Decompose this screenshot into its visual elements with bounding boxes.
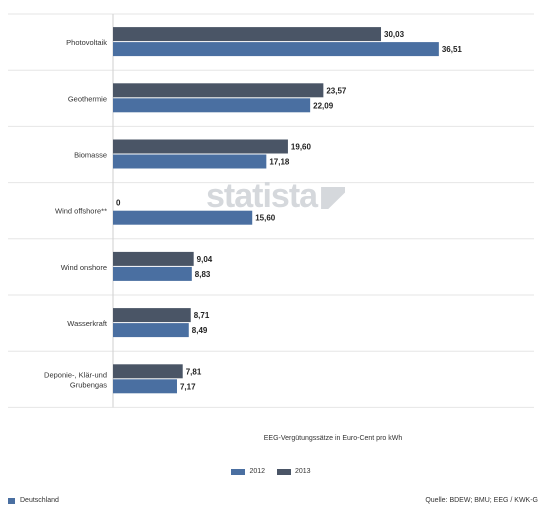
region-flag-icon bbox=[8, 497, 15, 504]
data-label-2013: 7,81 bbox=[186, 367, 202, 376]
bar-2013 bbox=[113, 27, 382, 42]
category-label: Biomasse bbox=[74, 151, 107, 160]
bar-2012 bbox=[113, 154, 267, 169]
category-label: Wind onshore bbox=[61, 263, 107, 272]
category-label: Grubengas bbox=[70, 380, 107, 389]
bar-2013 bbox=[113, 83, 324, 98]
bar-2012 bbox=[113, 379, 177, 394]
category-label: Deponie-, Klär-und bbox=[44, 370, 107, 379]
data-label-2012: 15,60 bbox=[255, 214, 276, 223]
data-label-2013: 19,60 bbox=[291, 143, 312, 152]
region-label: Deutschland bbox=[20, 497, 59, 504]
bar-2012 bbox=[113, 98, 311, 113]
data-label-2012: 17,18 bbox=[269, 158, 290, 167]
data-label-2012: 22,09 bbox=[313, 101, 334, 110]
data-label-2012: 8,83 bbox=[195, 270, 211, 279]
legend-label-2013: 2013 bbox=[294, 468, 311, 475]
data-label-2013: 9,04 bbox=[197, 255, 213, 264]
statista-watermark: statista bbox=[206, 177, 346, 216]
bar-2012 bbox=[113, 323, 189, 338]
data-label-2012: 8,49 bbox=[192, 326, 208, 335]
bar-2013 bbox=[113, 251, 194, 266]
legend-label-2012: 2012 bbox=[249, 468, 266, 475]
category-label: Wind offshore** bbox=[55, 207, 107, 216]
source-info[interactable]: Quelle: BDEW; BMU; EEG / KWK-G bbox=[425, 497, 538, 504]
data-label-2013: 8,71 bbox=[194, 311, 210, 320]
category-label: Geothermie bbox=[68, 94, 107, 103]
legend-swatch-2012 bbox=[231, 468, 246, 475]
x-axis-title: EEG-Vergütungssätze in Euro-Cent pro kWh bbox=[264, 435, 403, 442]
bar-2013 bbox=[113, 364, 183, 379]
legend-item-2012[interactable]: 2012 bbox=[231, 468, 265, 475]
bar-2012 bbox=[113, 210, 253, 225]
data-label-2013: 30,03 bbox=[384, 30, 405, 39]
category-label: Wasserkraft bbox=[67, 319, 108, 328]
region-info[interactable]: Deutschland bbox=[8, 497, 59, 504]
bar-2013 bbox=[113, 139, 288, 154]
bar-2012 bbox=[113, 42, 439, 57]
bar-2012 bbox=[113, 266, 192, 281]
chart-legend: 2012 2013 bbox=[0, 468, 542, 477]
statista-logo-icon bbox=[321, 187, 346, 209]
legend-item-2013[interactable]: 2013 bbox=[276, 468, 311, 475]
legend-swatch-2013 bbox=[276, 468, 291, 475]
data-label-2012: 36,51 bbox=[442, 45, 463, 54]
category-label: Photovoltaik bbox=[66, 38, 107, 47]
data-label-2012: 7,17 bbox=[180, 382, 196, 391]
bar-2013 bbox=[113, 308, 191, 323]
data-label-2013: 23,57 bbox=[326, 86, 347, 95]
data-label-2013: 0 bbox=[116, 199, 121, 208]
